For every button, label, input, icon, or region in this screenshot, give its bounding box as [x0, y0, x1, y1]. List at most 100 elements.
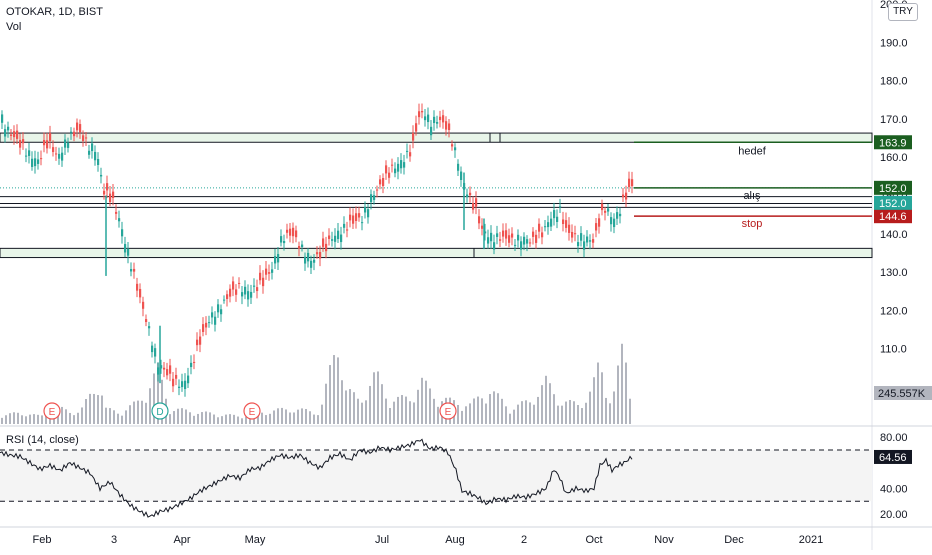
candle-body: [571, 231, 574, 238]
candle-body: [52, 147, 55, 153]
candle-body: [610, 217, 613, 225]
volume-bar: [389, 408, 391, 424]
volume-bar: [457, 404, 459, 424]
volume-bar: [373, 372, 375, 424]
candle-body: [82, 135, 85, 142]
volume-bar: [177, 408, 179, 424]
candle-body: [55, 153, 58, 155]
volume-bar: [105, 407, 107, 424]
time-tick-label: Nov: [654, 534, 674, 546]
level-text: hedef: [738, 145, 766, 157]
candle-body: [19, 140, 22, 148]
candle-body: [94, 151, 97, 161]
time-tick-label: Feb: [33, 534, 52, 546]
volume-bar: [161, 379, 163, 424]
candle-body: [337, 230, 340, 240]
candle-body: [67, 142, 70, 148]
volume-bar: [233, 414, 235, 424]
volume-bar: [189, 412, 191, 424]
candle-body: [196, 339, 199, 346]
marker-label: E: [49, 407, 56, 418]
candle-body: [283, 241, 286, 244]
level-price-label: 163.9: [879, 137, 907, 149]
volume-bar: [257, 411, 259, 424]
volume-bar: [469, 403, 471, 424]
volume-bar: [513, 409, 515, 424]
volume-bar: [133, 401, 135, 424]
volume-bar: [237, 416, 239, 424]
volume-bar: [629, 398, 631, 424]
candle-body: [598, 218, 601, 227]
volume-bar: [273, 410, 275, 424]
volume-bar: [117, 413, 119, 424]
candle-body: [121, 229, 124, 237]
time-tick-label: 2: [521, 534, 527, 546]
candle-body: [622, 194, 625, 198]
volume-bar: [85, 398, 87, 424]
candle-body: [139, 288, 142, 298]
volume-bar: [341, 380, 343, 424]
candle-body: [448, 123, 451, 130]
current-price-label: 152.0: [879, 198, 907, 210]
candle-body: [205, 322, 208, 328]
level-text: stop: [742, 218, 763, 230]
volume-bar: [425, 380, 427, 424]
candle-body: [28, 150, 31, 156]
currency-button[interactable]: TRY: [888, 3, 918, 21]
candle-body: [457, 163, 460, 171]
volume-bar: [113, 410, 115, 424]
volume-bar: [377, 371, 379, 424]
volume-bar: [625, 362, 627, 424]
volume-bar: [509, 413, 511, 424]
candle-body: [430, 126, 433, 136]
candle-body: [346, 229, 349, 231]
candle-body: [112, 191, 115, 198]
volume-bar: [277, 408, 279, 424]
candle-body: [619, 213, 622, 217]
rsi-tick-label: 20.00: [880, 509, 908, 521]
volume-bar: [621, 343, 623, 424]
candle-body: [100, 174, 103, 177]
candle-body: [244, 286, 247, 295]
candle-body: [70, 131, 73, 133]
candle-body: [502, 230, 505, 237]
candle-body: [118, 218, 121, 222]
candle-body: [313, 259, 316, 263]
volume-bar: [149, 388, 151, 424]
volume-bar: [213, 414, 215, 424]
volume-bar: [421, 377, 423, 424]
volume-bar: [73, 415, 75, 424]
volume-bar: [557, 405, 559, 424]
volume-bar: [293, 412, 295, 424]
candle-body: [349, 214, 352, 221]
marker-label: E: [249, 407, 256, 418]
candle-body: [277, 254, 280, 263]
volume-bar: [125, 410, 127, 424]
candle-body: [565, 220, 568, 228]
volume-bar: [93, 393, 95, 424]
price-tick-label: 190.0: [880, 37, 908, 49]
candle-body: [415, 123, 418, 132]
volume-bar: [77, 412, 79, 424]
candle-body: [319, 251, 322, 259]
candle-body: [445, 121, 448, 130]
candle-body: [316, 252, 319, 255]
marker-label: E: [445, 407, 452, 418]
volume-bar: [137, 400, 139, 424]
candle-body: [46, 140, 49, 149]
volume-bar: [401, 395, 403, 424]
volume-bar: [325, 383, 327, 424]
volume-bar: [157, 362, 159, 424]
candle-body: [109, 193, 112, 203]
candle-body: [433, 116, 436, 124]
candle-body: [535, 234, 538, 243]
volume-bar: [193, 415, 195, 424]
volume-bar: [517, 404, 519, 424]
candle-body: [172, 378, 175, 387]
volume-bar: [129, 405, 131, 424]
candle-body: [250, 291, 253, 298]
time-tick-label: Oct: [585, 534, 602, 546]
candle-body: [262, 277, 265, 287]
candle-body: [280, 236, 283, 243]
